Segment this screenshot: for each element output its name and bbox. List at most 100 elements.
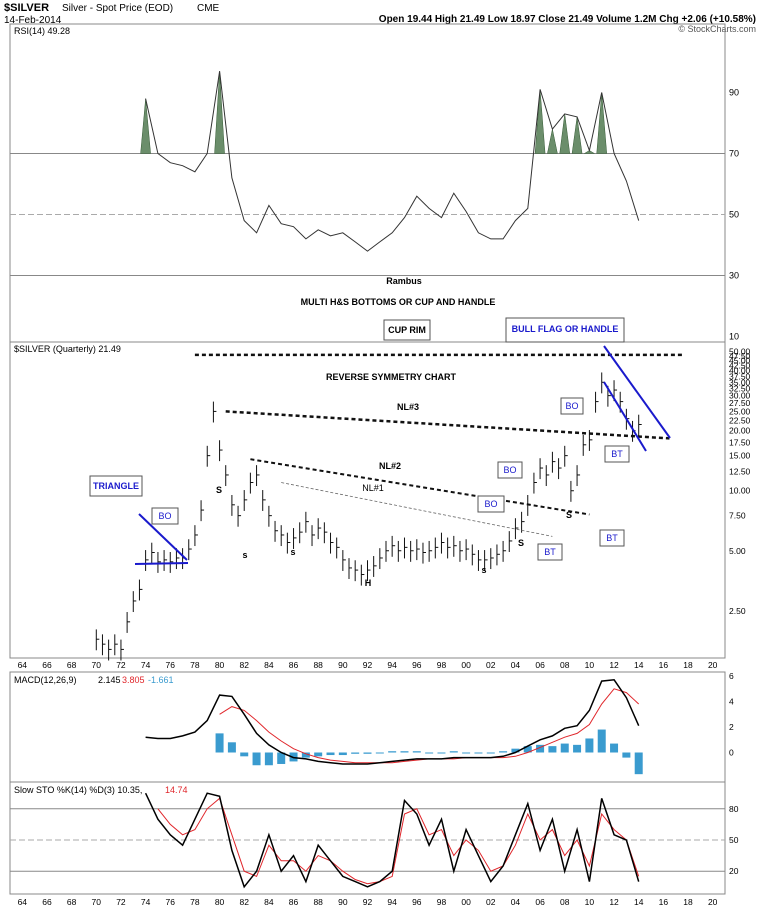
macd-histogram-bar — [585, 738, 594, 753]
price-tick-label: 25.00 — [729, 406, 751, 416]
x-tick-label: 74 — [141, 660, 151, 670]
x-tick-label: 76 — [166, 660, 176, 670]
macd-histogram-bar — [499, 751, 508, 753]
sto-k-line — [144, 792, 640, 889]
x-tick-label: 06 — [535, 660, 545, 670]
x-tick-label: 04 — [511, 660, 521, 670]
watermark: © StockCharts.com — [678, 24, 756, 34]
series-nl-3 — [225, 410, 670, 440]
price-tick-label: 45.00 — [729, 356, 751, 366]
sto-tick-label: 80 — [729, 804, 739, 814]
x-tick-label-bottom: 14 — [634, 897, 644, 907]
price-tick-label: 50.00 — [729, 346, 751, 356]
macd-histogram-bar — [215, 733, 224, 753]
x-tick-label: 70 — [92, 660, 102, 670]
macd-histogram-bar — [252, 752, 261, 766]
reverse-symmetry-label: REVERSE SYMMETRY CHART — [326, 372, 457, 382]
x-tick-label: 78 — [190, 660, 200, 670]
svg-text:BT: BT — [611, 449, 623, 459]
macd-histogram-bar — [523, 746, 532, 753]
x-tick-label-bottom: 88 — [313, 897, 323, 907]
macd-histogram-bar — [388, 751, 397, 753]
bo-callout-3: BO — [497, 461, 523, 479]
macd-macd-value: 2.145 — [98, 675, 121, 685]
x-tick-label-bottom: 80 — [215, 897, 225, 907]
macd-histogram-bar — [573, 744, 582, 753]
macd-histogram-bar — [511, 748, 520, 753]
macd-histogram-bar — [264, 752, 273, 766]
bo-callout-1: BO — [151, 507, 179, 525]
rsi-tick-label: 70 — [729, 149, 739, 159]
macd-histogram-bar — [351, 752, 360, 754]
shoulder-label-6: S — [566, 510, 572, 520]
macd-histogram-bar — [240, 752, 249, 757]
header-description: Silver - Spot Price (EOD) — [62, 3, 173, 14]
x-tick-label-bottom: 90 — [338, 897, 348, 907]
x-tick-label-bottom: 64 — [18, 897, 28, 907]
x-tick-label-bottom: 16 — [659, 897, 669, 907]
rsi-line — [145, 71, 640, 252]
macd-histogram-bar — [560, 743, 569, 753]
x-tick-label: 96 — [412, 660, 422, 670]
x-tick-label: 20 — [708, 660, 718, 670]
macd-tick-label: 0 — [729, 748, 734, 758]
shoulder-label-1: S — [216, 485, 222, 495]
macd-histogram-bar — [437, 752, 446, 754]
x-tick-label-bottom: 66 — [42, 897, 52, 907]
series-nl-2 — [250, 458, 590, 516]
rsi-panel-label: RSI(14) 49.28 — [14, 26, 70, 36]
x-tick-label-bottom: 68 — [67, 897, 77, 907]
triangle-callout — [89, 475, 143, 497]
macd-histogram-bar — [314, 752, 323, 757]
x-tick-label: 98 — [437, 660, 447, 670]
price-panel-label: $SILVER (Quarterly) 21.49 — [14, 344, 121, 354]
price-tick-label: 20.00 — [729, 426, 751, 436]
rsi-tick-label: 10 — [729, 332, 739, 342]
x-tick-label: 90 — [338, 660, 348, 670]
cup-rim-callout — [383, 319, 431, 341]
x-tick-label: 14 — [634, 660, 644, 670]
sto-d-value: 14.74 — [165, 785, 188, 795]
macd-tick-label: 6 — [729, 671, 734, 681]
x-tick-label-bottom: 02 — [486, 897, 496, 907]
price-tick-label: 12.50 — [729, 466, 751, 476]
x-tick-label: 72 — [116, 660, 126, 670]
macd-histogram-bar — [375, 752, 384, 754]
macd-signal-value: 3.805 — [122, 675, 145, 685]
author-label: Rambus — [386, 276, 422, 286]
price-tick-label: 7.50 — [729, 511, 746, 521]
shoulder-label-4: s — [481, 565, 486, 575]
macd-panel-label: MACD(12,26,9) — [14, 675, 77, 685]
x-axis: 64 64 66 66 68 68 70 70 72 72 74 74 76 76 78 78 80 80 82 82… — [18, 660, 718, 907]
macd-histogram-bar — [449, 751, 458, 753]
triangle-label: TRIANGLE — [93, 481, 139, 491]
shoulder-label-2: s — [242, 550, 247, 560]
rsi-tick-label: 30 — [729, 271, 739, 281]
x-tick-label-bottom: 82 — [239, 897, 249, 907]
svg-text:BT: BT — [606, 533, 618, 543]
x-tick-label: 82 — [239, 660, 249, 670]
x-tick-label: 88 — [313, 660, 323, 670]
x-tick-label-bottom: 04 — [511, 897, 521, 907]
macd-panel-frame — [9, 671, 726, 783]
x-tick-label-bottom: 74 — [141, 897, 151, 907]
price-tick-label: 35.00 — [729, 377, 751, 387]
x-tick-label: 92 — [363, 660, 373, 670]
rsi-plot: 90 70 50 30 10 — [10, 71, 739, 342]
macd-hist-value: -1.661 — [148, 675, 174, 685]
x-tick-label-bottom: 76 — [166, 897, 176, 907]
price-tick-label: 30.00 — [729, 391, 751, 401]
x-tick-label-bottom: 78 — [190, 897, 200, 907]
bt-callout-3: BT — [604, 445, 630, 463]
macd-histogram-bar — [597, 729, 606, 753]
x-tick-label: 16 — [659, 660, 669, 670]
price-tick-label: 27.50 — [729, 398, 751, 408]
x-tick-label: 64 — [18, 660, 28, 670]
rsi-tick-label: 90 — [729, 88, 739, 98]
x-tick-label: 86 — [289, 660, 299, 670]
x-tick-label-bottom: 12 — [609, 897, 619, 907]
annotation-title: MULTI H&S BOTTOMS OR CUP AND HANDLE — [301, 297, 496, 307]
shoulder-label-3: s — [290, 547, 295, 557]
macd-histogram-bar — [474, 752, 483, 754]
